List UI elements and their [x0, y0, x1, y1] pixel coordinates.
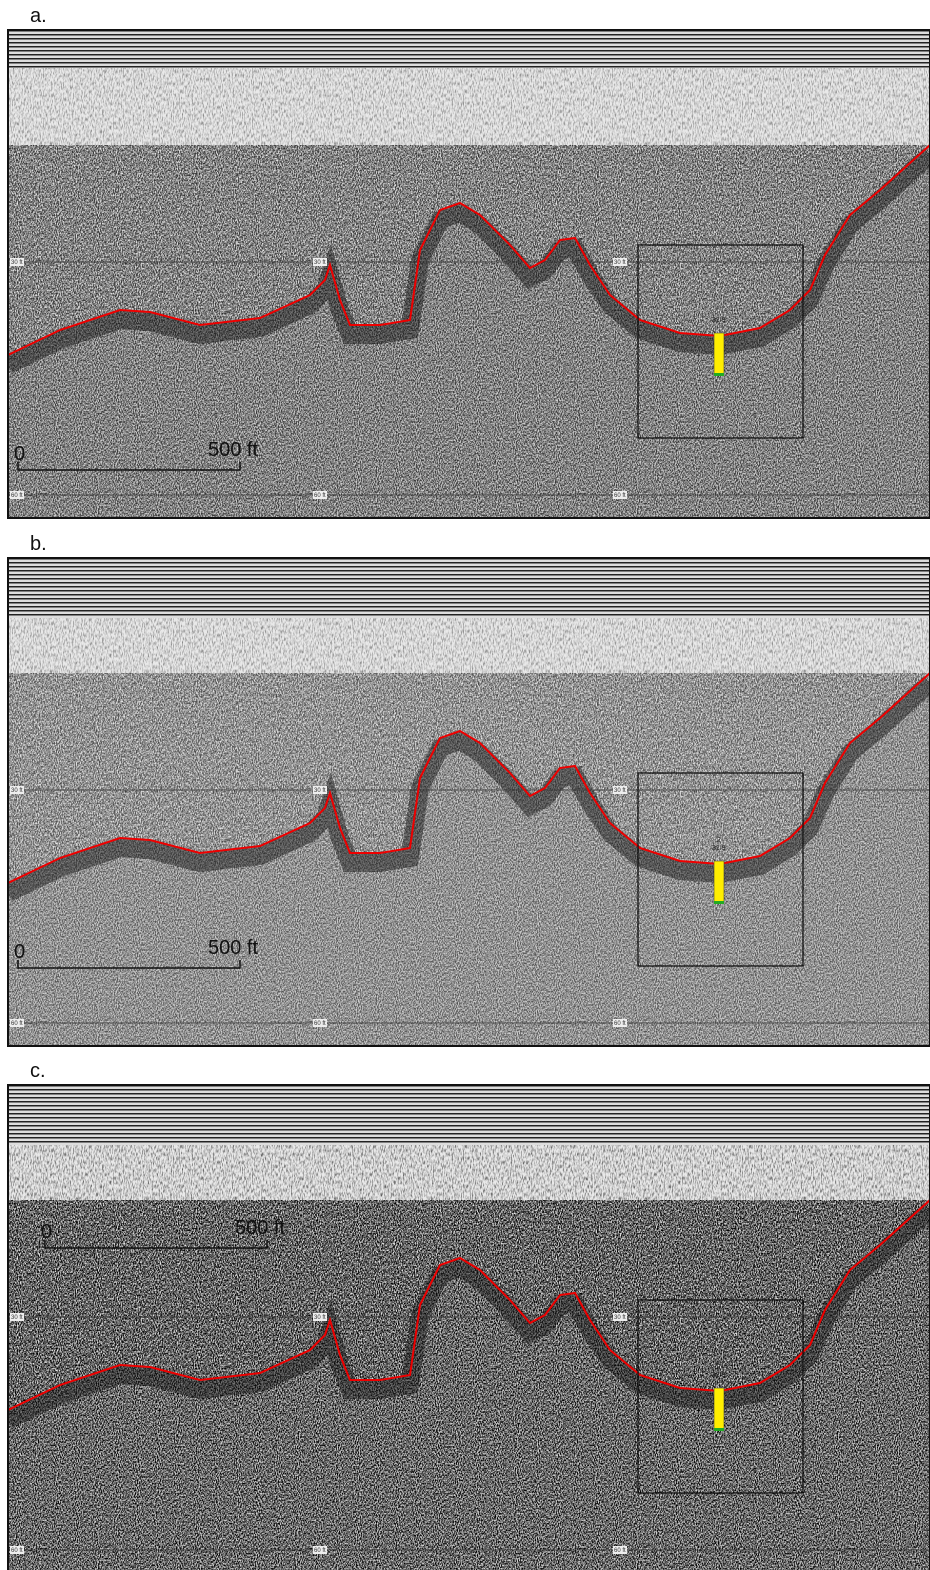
- depth-marker: [713, 332, 725, 376]
- panel-border: [7, 1084, 930, 1570]
- scale-start: 0: [41, 1221, 52, 1243]
- scale-bar: [17, 462, 241, 471]
- panel-label: b.: [30, 533, 47, 555]
- depth-label-bg: [10, 786, 24, 794]
- depth-label-bg: [10, 1546, 24, 1554]
- depth-label: 30 ft: [11, 788, 23, 794]
- scale-bar: [17, 960, 241, 969]
- marker-value: 31.9: [712, 1372, 726, 1379]
- panel-border: [7, 29, 930, 519]
- echogram-body: 30 ft 30 ft 30 ft 60 ft 60 ft 60 ft 231.9 0 500 …: [8, 1085, 930, 1570]
- depth-label: 60 ft: [11, 493, 23, 499]
- depth-label: 60 ft: [614, 1021, 626, 1027]
- depth-label: 60 ft: [11, 1548, 23, 1554]
- echogram-body: 30 ft 30 ft 30 ft 60 ft 60 ft 60 ft 231.9 0 500 …: [8, 558, 930, 1046]
- marker-id: 2: [717, 1364, 721, 1371]
- depth-label: 60 ft: [314, 1021, 326, 1027]
- depth-marker-base: [714, 373, 724, 376]
- surface-band: [8, 558, 930, 618]
- depth-label: 60 ft: [614, 1548, 626, 1554]
- depth-label: 30 ft: [11, 1315, 23, 1321]
- seabed-noise: [8, 673, 930, 1046]
- selection-box: [637, 772, 804, 967]
- depth-label: 30 ft: [614, 260, 626, 266]
- depth-label-bg: [613, 1546, 627, 1554]
- depth-label-bg: [313, 258, 327, 266]
- depth-marker-base: [714, 901, 724, 904]
- scale-start: 0: [14, 443, 25, 465]
- panel-border: [7, 557, 930, 1047]
- bottom-echo: [8, 676, 930, 902]
- scale-end: 500 ft: [208, 439, 258, 461]
- depth-label-bg: [313, 491, 327, 499]
- depth-label: 60 ft: [314, 1548, 326, 1554]
- depth-marker: [713, 1387, 725, 1431]
- surface-band: [8, 1085, 930, 1145]
- marker-id: 2: [717, 837, 721, 844]
- depth-label-bg: [613, 786, 627, 794]
- depth-label-bg: [313, 1546, 327, 1554]
- depth-label-bg: [313, 1313, 327, 1321]
- bottom-echo: [8, 1203, 930, 1429]
- depth-marker: [713, 860, 725, 904]
- selection-box: [637, 1299, 804, 1494]
- panel-label: c.: [30, 1060, 46, 1082]
- panel-label: a.: [30, 5, 47, 27]
- depth-label-bg: [613, 258, 627, 266]
- surface-band: [8, 30, 930, 68]
- seabed-noise: [8, 1200, 930, 1570]
- marker-value: 31.9: [712, 317, 726, 324]
- scale-end: 500 ft: [235, 1217, 285, 1239]
- depth-label: 30 ft: [314, 1315, 326, 1321]
- bottom-line: [8, 672, 930, 884]
- scale-end: 500 ft: [208, 937, 258, 959]
- depth-label-bg: [10, 258, 24, 266]
- depth-label-bg: [613, 1019, 627, 1027]
- bottom-echo: [8, 148, 930, 374]
- depth-label: 60 ft: [614, 493, 626, 499]
- depth-label-bg: [10, 1019, 24, 1027]
- depth-label: 30 ft: [11, 260, 23, 266]
- scale-bar: [44, 1240, 268, 1249]
- seabed-noise: [8, 145, 930, 518]
- depth-label: 60 ft: [314, 493, 326, 499]
- depth-label-bg: [313, 786, 327, 794]
- echogram: 30 ft 30 ft 30 ft 60 ft 60 ft 60 ft 231.9 0 500 …: [7, 557, 930, 1047]
- depth-label-bg: [10, 1313, 24, 1321]
- depth-label: 30 ft: [314, 788, 326, 794]
- depth-label-bg: [613, 1313, 627, 1321]
- bottom-line: [8, 144, 930, 356]
- depth-label: 60 ft: [11, 1021, 23, 1027]
- depth-label: 30 ft: [614, 1315, 626, 1321]
- depth-label: 30 ft: [314, 260, 326, 266]
- echogram: 30 ft 30 ft 30 ft 60 ft 60 ft 60 ft 31.9 0 500 f…: [7, 29, 930, 519]
- depth-label-bg: [313, 1019, 327, 1027]
- echogram-body: 30 ft 30 ft 30 ft 60 ft 60 ft 60 ft 31.9 0 500 f…: [8, 30, 930, 518]
- depth-label-bg: [10, 491, 24, 499]
- marker-value: 31.9: [712, 845, 726, 852]
- bottom-line: [8, 1199, 930, 1411]
- selection-box: [637, 244, 804, 439]
- depth-label: 30 ft: [614, 788, 626, 794]
- echogram: 30 ft 30 ft 30 ft 60 ft 60 ft 60 ft 231.9 0 500 …: [7, 1084, 930, 1570]
- depth-marker-base: [714, 1428, 724, 1431]
- depth-label-bg: [613, 491, 627, 499]
- scale-start: 0: [14, 941, 25, 963]
